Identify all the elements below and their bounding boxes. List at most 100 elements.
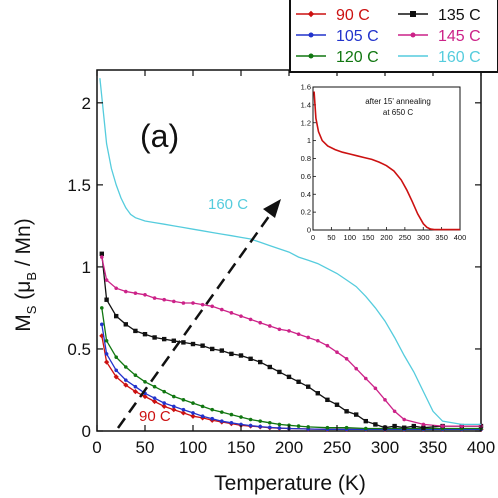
data-point xyxy=(200,414,205,419)
data-point xyxy=(114,368,118,373)
inset-x-tick-label: 100 xyxy=(343,233,356,242)
data-point xyxy=(152,396,157,400)
data-point xyxy=(373,422,378,427)
data-point xyxy=(248,423,253,428)
data-point xyxy=(364,426,368,431)
inset-x-tick-label: 400 xyxy=(454,233,467,242)
data-point xyxy=(248,317,253,322)
data-point xyxy=(229,351,234,357)
data-point xyxy=(162,401,166,405)
data-point xyxy=(383,398,387,402)
inset-y-tick-label: 1.6 xyxy=(301,83,311,92)
data-point xyxy=(277,369,282,375)
data-point xyxy=(334,402,340,407)
data-point xyxy=(402,425,407,430)
data-point xyxy=(210,304,214,309)
data-point xyxy=(440,424,445,428)
inset-title-line1: after 15' annealing xyxy=(365,97,431,106)
legend: 90 C 135 C 105 C 145 C 120 C 160 C xyxy=(289,0,498,73)
x-tick-label: 50 xyxy=(136,438,155,457)
data-point xyxy=(248,417,253,422)
data-point xyxy=(306,384,311,389)
data-point xyxy=(152,335,157,340)
data-point xyxy=(229,311,234,315)
data-point xyxy=(277,422,282,427)
data-point xyxy=(142,393,148,400)
data-point xyxy=(104,359,110,365)
panel-label: (a) xyxy=(140,118,179,154)
data-point xyxy=(402,417,407,422)
inset-y-tick-label: 1.4 xyxy=(301,100,311,109)
data-point xyxy=(286,374,292,380)
data-point xyxy=(268,324,272,328)
trend-arrow-head xyxy=(263,199,281,218)
data-point xyxy=(354,412,359,417)
inset-x-tick-label: 150 xyxy=(362,233,375,242)
data-point xyxy=(392,409,397,414)
inset-curve xyxy=(313,91,460,231)
data-point xyxy=(287,329,291,333)
data-point xyxy=(143,379,147,384)
data-point xyxy=(296,379,301,384)
data-point xyxy=(200,404,205,409)
data-point xyxy=(344,357,349,361)
data-point xyxy=(124,378,128,382)
data-point xyxy=(172,404,176,409)
data-point xyxy=(325,425,330,430)
data-point xyxy=(306,335,311,340)
inset-y-tick-label: 0.6 xyxy=(301,172,311,181)
legend-marker xyxy=(410,32,416,38)
data-point xyxy=(123,322,128,327)
inset-y-tick-label: 0 xyxy=(307,226,311,235)
series-line-5 xyxy=(99,78,481,426)
data-point xyxy=(124,289,128,294)
data-point xyxy=(181,407,186,412)
main-series-group xyxy=(99,78,484,432)
data-point xyxy=(100,255,104,259)
data-point xyxy=(210,416,214,421)
y-label-main: M xyxy=(12,314,35,332)
data-point xyxy=(219,348,224,353)
legend-label: 105 C xyxy=(336,28,379,45)
data-point xyxy=(239,422,243,427)
data-point xyxy=(258,424,263,429)
data-point xyxy=(220,307,224,312)
inset-x-tick-label: 350 xyxy=(435,233,448,242)
legend-label: 90 C xyxy=(336,7,370,24)
inset-y-tick-label: 1 xyxy=(307,136,311,145)
data-point xyxy=(181,301,186,305)
data-point xyxy=(133,373,138,378)
data-point xyxy=(268,420,272,425)
data-point xyxy=(99,251,104,256)
data-point xyxy=(229,420,234,425)
data-point xyxy=(142,331,148,337)
data-point xyxy=(133,384,138,389)
data-point xyxy=(210,407,214,412)
data-point xyxy=(100,306,104,310)
data-point xyxy=(220,419,224,423)
x-tick-label: 350 xyxy=(419,438,447,457)
data-point xyxy=(124,365,128,369)
x-tick-label: 150 xyxy=(227,438,255,457)
legend-marker xyxy=(410,11,416,17)
data-point xyxy=(171,338,176,343)
y-tick-label: 1.5 xyxy=(67,176,91,195)
x-axis-label: Temperature (K) xyxy=(214,472,366,495)
data-point xyxy=(152,296,157,300)
inset-x-tick-label: 200 xyxy=(380,233,393,242)
y-axis-label: MS (μB / Mn) xyxy=(12,218,39,331)
data-point xyxy=(373,386,378,391)
y-label-tail: / Mn) xyxy=(12,218,35,272)
x-tick-label: 250 xyxy=(323,438,351,457)
x-tick-label: 100 xyxy=(179,438,207,457)
y-label-sub-s: S xyxy=(24,305,39,314)
data-point xyxy=(181,340,186,345)
data-point xyxy=(258,320,263,325)
data-point xyxy=(316,338,320,343)
data-point xyxy=(191,301,195,305)
data-point xyxy=(104,338,109,343)
annotation-160c: 160 C xyxy=(208,196,248,213)
data-point xyxy=(152,398,158,405)
data-point xyxy=(114,355,118,359)
